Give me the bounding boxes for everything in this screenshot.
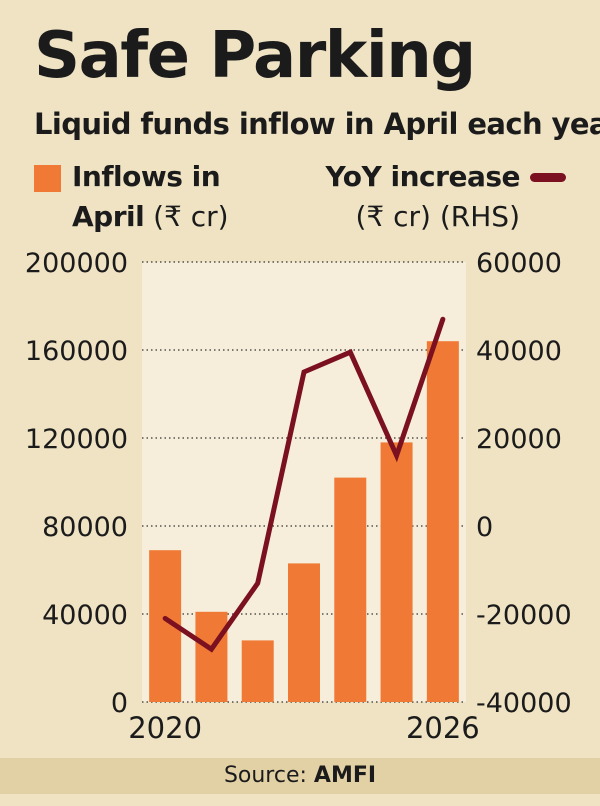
- x-axis-ticks: 2020 2026: [128, 711, 480, 745]
- left-tick-label: 160000: [25, 336, 128, 367]
- left-tick-label: 0: [111, 688, 128, 719]
- legend-line-swatch: [530, 173, 566, 182]
- line-series: [162, 316, 446, 653]
- bar: [426, 341, 459, 702]
- x-tick-label: 2026: [406, 711, 480, 745]
- bar: [288, 563, 320, 702]
- source-bar: Source: AMFI: [0, 758, 600, 794]
- chart-title: Safe Parking: [34, 19, 476, 93]
- right-axis-ticks: -40000 -20000 0 20000 40000 60000: [476, 248, 572, 719]
- x-tick-label: 2020: [128, 711, 202, 745]
- legend-bars-label-line2: April (₹ cr): [72, 200, 229, 233]
- right-tick-label: -40000: [476, 688, 572, 719]
- right-tick-label: -20000: [476, 600, 572, 631]
- legend-bars-label-april: April: [72, 200, 145, 233]
- bar: [241, 640, 274, 702]
- bar: [380, 442, 413, 702]
- left-tick-label: 200000: [25, 248, 128, 279]
- bar-series: [149, 341, 459, 702]
- left-axis-ticks: 0 40000 80000 120000 160000 200000: [25, 248, 128, 719]
- source-prefix: Source:: [223, 763, 307, 788]
- legend-line: YoY increase (₹ cr) (RHS): [306, 160, 566, 240]
- bar: [195, 611, 228, 702]
- left-tick-label: 40000: [42, 600, 128, 631]
- legend-line-label-line2: (₹ cr) (RHS): [355, 200, 521, 233]
- right-tick-label: 20000: [476, 424, 562, 455]
- legend-line-label-line1: YoY increase: [325, 160, 521, 193]
- bar: [334, 477, 367, 702]
- right-tick-label: 60000: [476, 248, 562, 279]
- source-name: AMFI: [313, 763, 377, 788]
- left-tick-label: 120000: [25, 424, 128, 455]
- chart-subtitle: Liquid funds inflow in April each year: [34, 107, 600, 141]
- legend-bar-swatch: [34, 165, 61, 192]
- right-tick-label: 0: [476, 512, 493, 543]
- left-tick-label: 80000: [42, 512, 128, 543]
- legend-bars-label-line1: Inflows in: [72, 160, 221, 193]
- legend-bars-label-unit: (₹ cr): [153, 200, 229, 233]
- right-tick-label: 40000: [476, 336, 562, 367]
